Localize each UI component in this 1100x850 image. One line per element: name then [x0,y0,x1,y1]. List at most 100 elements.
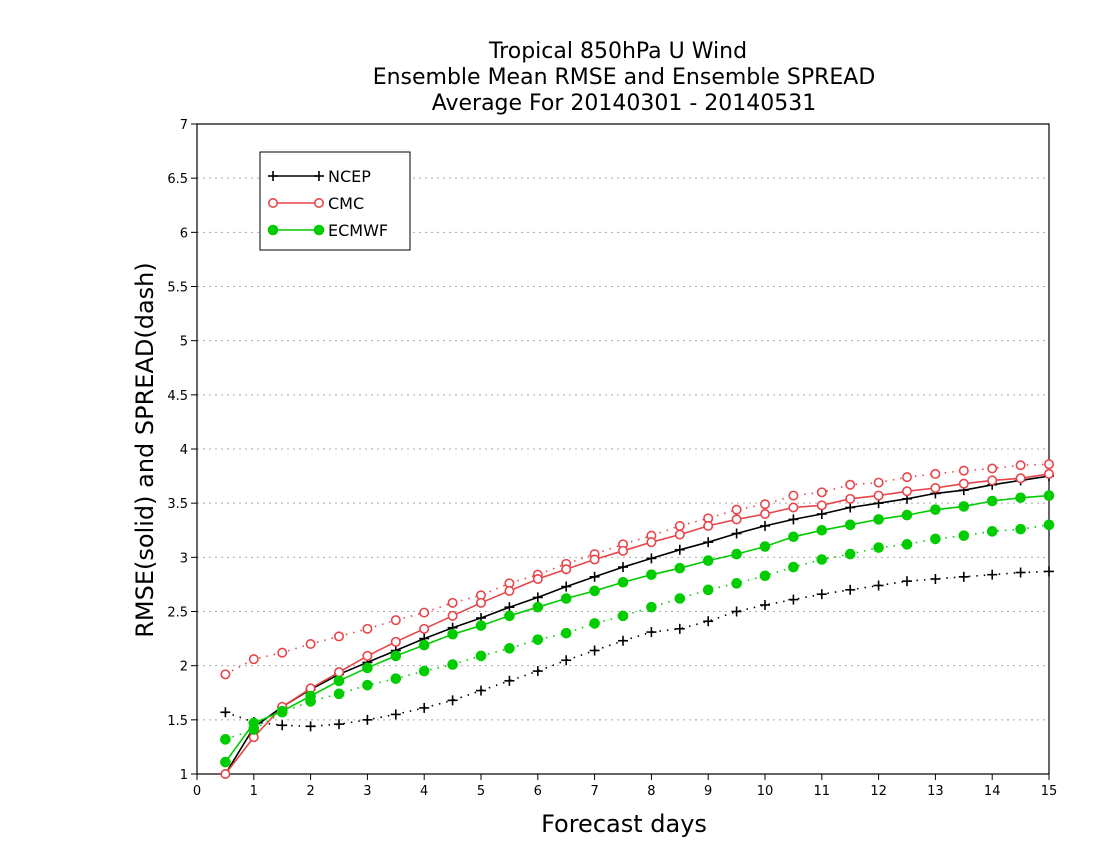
data-point-cmc-spread [305,638,316,649]
data-point-cmc-spread [958,465,969,476]
data-point-cmc-rmse [703,520,714,531]
legend-label-cmc: CMC [328,194,364,213]
data-point-ecmwf-rmse [390,650,402,662]
data-point-ncep-spread [703,616,714,627]
data-point-ecmwf-rmse [844,519,856,531]
data-point-cmc-spread [277,647,288,658]
data-point-ecmwf-rmse [930,504,941,515]
data-point-ncep-spread [277,720,288,731]
data-point-ecmwf-spread [646,601,657,613]
legend: NCEP CMC ECMWF [259,151,411,251]
legend-marker-cmc [267,198,278,209]
data-point-ncep-rmse [646,553,657,564]
x-axis-label: Forecast days [541,810,707,838]
x-tick-label: 13 [927,784,944,799]
x-tick-label: 4 [420,784,428,799]
data-point-cmc-spread [930,468,941,479]
x-tick-label: 11 [814,784,831,799]
data-point-ecmwf-spread [532,634,544,645]
data-point-ecmwf-spread [844,548,856,560]
data-point-ecmwf-spread [788,561,799,573]
data-point-cmc-spread [873,477,884,488]
y-tick-label: 3 [180,551,188,566]
x-tick-label: 10 [757,784,774,799]
data-point-ncep-spread [816,589,827,600]
data-point-ecmwf-rmse [816,524,828,536]
data-point-cmc-rmse [930,482,941,493]
y-axis-label: RMSE(solid) and SPREAD(dash) [131,262,159,638]
axes: 0 1 2 3 4 5 6 7 8 9 10 11 12 13 14 1511.522.533.544.555… [167,118,1057,799]
data-point-cmc-spread [987,463,998,474]
x-tick-label: 0 [193,784,201,799]
data-point-ecmwf-rmse [674,562,686,574]
data-point-cmc-spread [845,479,856,490]
data-point-ecmwf-rmse [560,593,572,604]
data-point-cmc-rmse [901,486,912,497]
y-tick-label: 4.5 [167,389,188,404]
data-point-ncep-spread [618,635,628,646]
data-point-ecmwf-rmse [447,628,458,640]
data-point-ecmwf-rmse [1015,492,1026,504]
data-point-ncep-spread [873,580,884,591]
data-point-ecmwf-rmse [418,639,430,651]
data-point-ncep-spread [731,606,742,617]
data-point-cmc-rmse [561,564,572,575]
series-line-cmc-rmse [224,473,1050,775]
x-tick-label: 14 [984,784,1001,799]
data-point-ecmwf-rmse [788,531,799,543]
data-point-cmc-rmse [958,478,969,489]
data-point-ecmwf-rmse [362,662,373,674]
data-point-ecmwf-rmse [276,705,288,717]
x-tick-label: 15 [1041,784,1058,799]
data-point-ecmwf-spread [1043,519,1055,531]
data-point-cmc-spread [333,631,344,642]
y-tick-label: 6.5 [167,172,188,187]
data-point-ecmwf-rmse [504,610,515,622]
x-tick-label: 3 [363,784,371,799]
data-point-ecmwf-spread [901,539,913,550]
data-point-ecmwf-rmse [1043,490,1055,501]
data-point-ecmwf-rmse [702,555,714,566]
data-point-cmc-spread [674,520,685,531]
data-point-ncep-rmse [760,520,770,531]
data-point-ncep-spread [674,623,685,634]
data-point-cmc-rmse [759,508,770,519]
x-tick-label: 5 [477,784,485,799]
data-point-ecmwf-spread [958,530,970,541]
data-point-cmc-rmse [617,545,628,556]
data-point-ecmwf-spread [674,593,686,604]
data-point-ncep-spread [504,675,515,686]
data-point-ncep-rmse [561,581,572,592]
data-point-ncep-rmse [816,509,827,519]
data-point-ncep-spread [220,707,231,718]
data-point-cmc-spread [447,597,458,608]
data-point-ecmwf-spread [220,734,231,745]
data-point-cmc-rmse [532,573,543,584]
chart-title: Tropical 850hPa U Wind Ensemble Mean RMS… [373,39,876,116]
data-point-ncep-spread [532,666,543,677]
data-point-ecmwf-rmse [873,514,884,525]
data-point-ecmwf-spread [1015,523,1026,535]
legend-marker-ecmwf [267,224,279,236]
data-point-ecmwf-spread [873,542,884,553]
data-point-cmc-rmse [220,768,231,779]
y-tick-label: 7 [180,118,188,133]
data-point-cmc-rmse [646,537,657,548]
data-point-cmc-rmse [362,650,373,661]
data-point-ecmwf-spread [475,650,487,662]
data-point-ecmwf-rmse [958,501,970,512]
x-tick-label: 1 [250,784,258,799]
y-tick-label: 5.5 [167,281,188,296]
data-point-ncep-rmse [504,602,515,613]
data-point-cmc-rmse [475,597,486,608]
data-point-ncep-spread [845,584,856,595]
data-point-ecmwf-spread [589,618,600,629]
legend-marker-ecmwf [313,224,325,236]
data-point-ncep-rmse [674,544,685,555]
data-point-ncep-spread [334,719,344,730]
data-point-ncep-rmse [845,502,856,513]
data-point-ncep-spread [1015,567,1026,578]
data-point-ecmwf-spread [759,570,771,582]
data-point-ncep-spread [447,695,458,706]
data-point-cmc-spread [816,487,827,498]
